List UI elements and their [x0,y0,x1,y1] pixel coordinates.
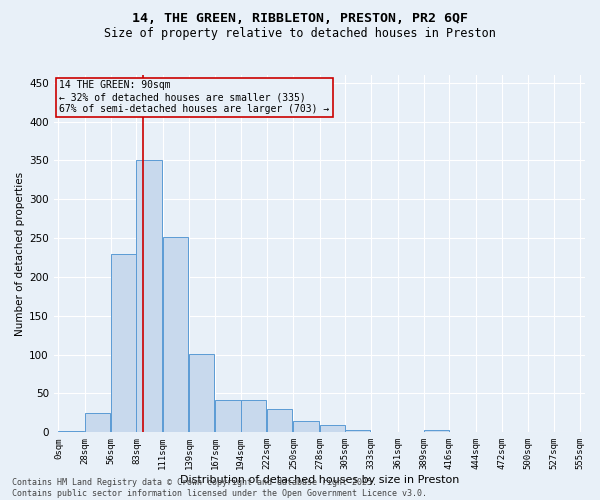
Bar [345,430,370,432]
X-axis label: Distribution of detached houses by size in Preston: Distribution of detached houses by size … [179,475,459,485]
Text: Size of property relative to detached houses in Preston: Size of property relative to detached ho… [104,28,496,40]
Bar [189,354,214,432]
Text: Contains HM Land Registry data © Crown copyright and database right 2025.
Contai: Contains HM Land Registry data © Crown c… [12,478,427,498]
Bar [58,431,84,432]
Bar [293,422,319,432]
Bar [163,236,188,432]
Bar [241,400,266,432]
Bar [267,409,292,432]
Bar [136,160,162,432]
Bar [424,430,449,432]
Bar [320,424,345,432]
Y-axis label: Number of detached properties: Number of detached properties [15,172,25,336]
Text: 14, THE GREEN, RIBBLETON, PRESTON, PR2 6QF: 14, THE GREEN, RIBBLETON, PRESTON, PR2 6… [132,12,468,26]
Text: 14 THE GREEN: 90sqm
← 32% of detached houses are smaller (335)
67% of semi-detac: 14 THE GREEN: 90sqm ← 32% of detached ho… [59,80,329,114]
Bar [85,413,110,432]
Bar [215,400,241,432]
Bar [111,254,136,432]
